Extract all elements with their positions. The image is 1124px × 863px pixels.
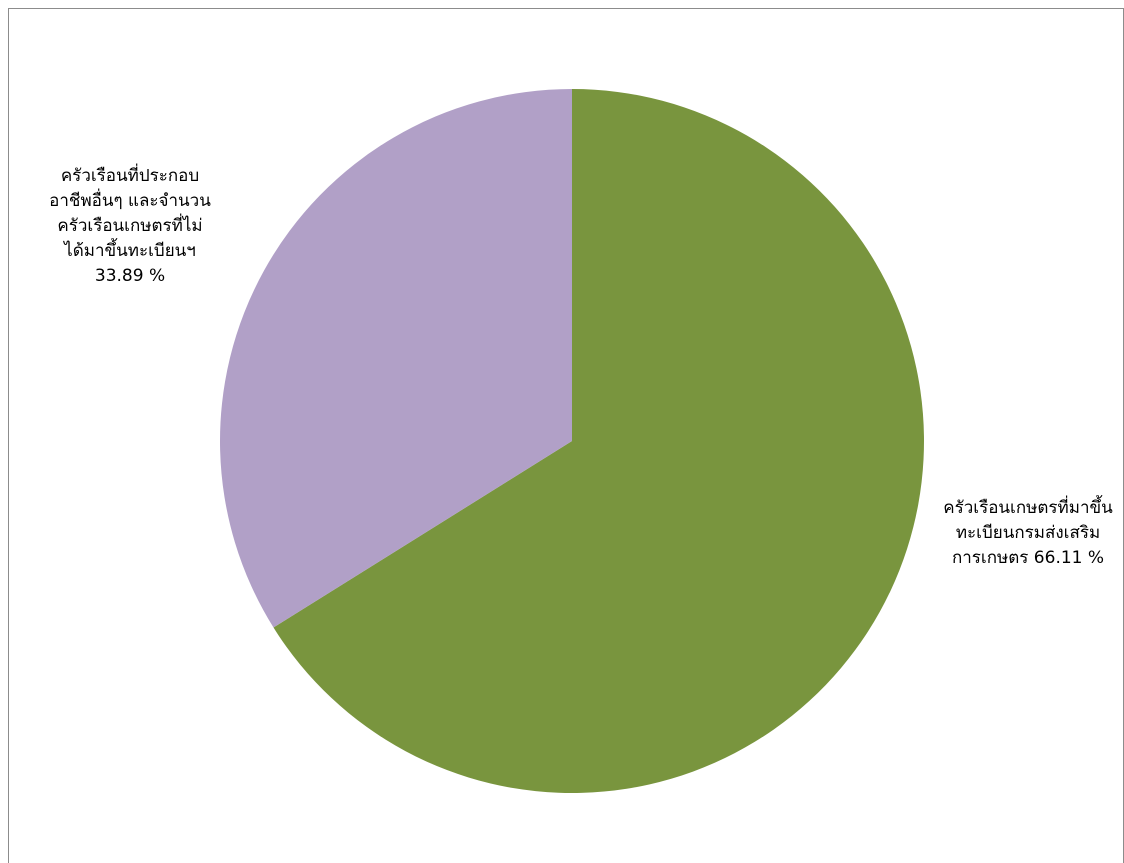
slice-label-line: ครัวเรือนเกษตรที่มาขึ้น <box>943 498 1113 518</box>
slice-label-line: 33.89 % <box>94 266 166 286</box>
slice-label-line: ครัวเรือนที่ประกอบ <box>60 166 200 186</box>
slice-label-line: ทะเบียนกรมส่งเสริม <box>955 523 1101 543</box>
pie-slice-other-occupations <box>219 89 572 628</box>
pie-slices <box>219 89 924 794</box>
slice-label-line: การเกษตร 66.11 % <box>951 548 1105 568</box>
pie-slice-registered-households <box>273 89 924 794</box>
slice-label-line: ครัวเรือนเกษตรที่ไม่ <box>57 216 203 236</box>
slice-label-line: ได้มาขึ้นทะเบียนฯ <box>64 241 196 261</box>
slice-label-other-occupations: ครัวเรือนที่ประกอบ อาชีพอื่นๆ และจำนวน ค… <box>10 164 250 289</box>
slice-label-registered-households: ครัวเรือนเกษตรที่มาขึ้น ทะเบียนกรมส่งเสร… <box>918 496 1124 571</box>
slice-label-line: อาชีพอื่นๆ และจำนวน <box>49 191 211 211</box>
